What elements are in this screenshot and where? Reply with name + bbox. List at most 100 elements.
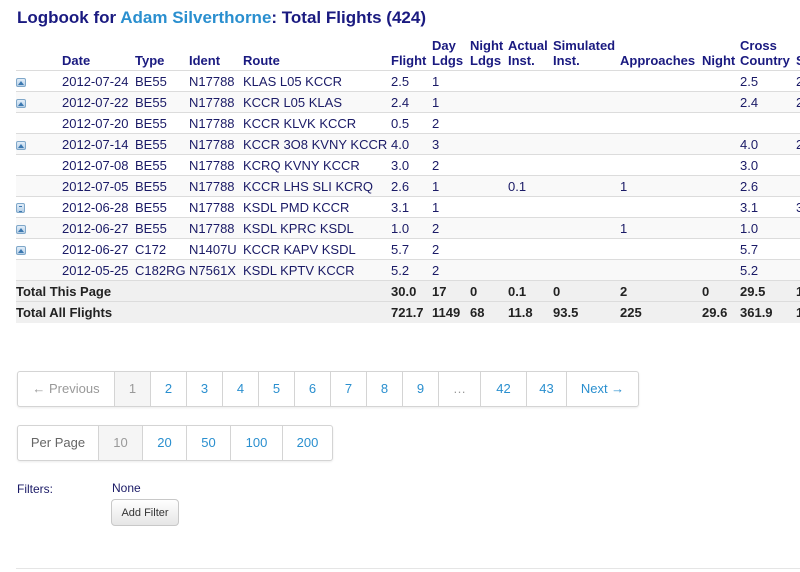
approaches-cell (620, 70, 702, 92)
total-this-page-row: Total This Page 30.0 17 0 0.1 0 2 0 29.5… (16, 280, 800, 302)
date-cell[interactable]: 2012-06-28 (62, 196, 135, 218)
header-cross-country[interactable]: Cross Country (740, 38, 790, 68)
page-link-3[interactable]: 3 (186, 372, 222, 406)
day-landings-cell: 2 (432, 154, 470, 176)
table-header-row: Date Type Ident Route Flight Day Ldgs Ni… (16, 38, 800, 71)
flight-cell: 3.1 (391, 196, 432, 218)
table-row: 2012-07-14 BE55 N17788 KCCR 3O8 KVNY KCCR 4.… (16, 133, 800, 155)
date-cell[interactable]: 2012-07-24 (62, 70, 135, 92)
photo-icon[interactable] (16, 224, 26, 234)
type-cell[interactable]: BE55 (135, 133, 189, 155)
page-link-42[interactable]: 42 (480, 372, 526, 406)
simulated-instrument-cell (553, 259, 620, 281)
document-icon[interactable] (16, 203, 25, 214)
ident-cell[interactable]: N17788 (189, 70, 243, 92)
header-approaches[interactable]: Approaches (620, 53, 696, 68)
header-flight[interactable]: Flight (391, 53, 427, 68)
flight-cell: 4.0 (391, 133, 432, 155)
night-cell (702, 133, 740, 155)
page-link-43[interactable]: 43 (526, 372, 566, 406)
header-actual-instrument[interactable]: Actual Inst. (508, 38, 548, 68)
ident-cell[interactable]: N17788 (189, 133, 243, 155)
header-night-landings[interactable]: Night Ldgs (470, 38, 504, 68)
type-cell[interactable]: BE55 (135, 196, 189, 218)
ident-cell[interactable]: N17788 (189, 112, 243, 134)
type-cell[interactable]: BE55 (135, 91, 189, 113)
actual-instrument-cell (508, 91, 553, 113)
logbook-table: Date Type Ident Route Flight Day Ldgs Ni… (16, 38, 800, 323)
simulated-instrument-cell (553, 175, 620, 197)
route-cell: KCCR LHS SLI KCRQ (243, 175, 391, 197)
header-date[interactable]: Date (62, 53, 91, 68)
type-cell[interactable]: BE55 (135, 112, 189, 134)
day-landings-cell: 2 (432, 112, 470, 134)
row-icon-cell (16, 259, 62, 281)
ident-cell[interactable]: N17788 (189, 196, 243, 218)
row-icon-cell (16, 196, 62, 218)
total-all-simulated-instrument: 93.5 (553, 301, 620, 323)
type-cell[interactable]: C182RG (135, 259, 189, 281)
header-night[interactable]: Night (702, 53, 736, 68)
night-cell (702, 259, 740, 281)
type-cell[interactable]: BE55 (135, 70, 189, 92)
date-cell[interactable]: 2012-06-27 (62, 217, 135, 239)
pagination-ellipsis: … (438, 372, 480, 406)
date-cell[interactable]: 2012-07-14 (62, 133, 135, 155)
per-page-option-200[interactable]: 200 (282, 426, 332, 460)
page-link-9[interactable]: 9 (402, 372, 438, 406)
ident-cell[interactable]: N17788 (189, 91, 243, 113)
flight-cell: 2.5 (391, 70, 432, 92)
flight-cell: 1.0 (391, 217, 432, 239)
per-page-option-100[interactable]: 100 (230, 426, 282, 460)
header-extra[interactable]: S (796, 38, 800, 71)
ident-cell[interactable]: N17788 (189, 217, 243, 239)
type-cell[interactable]: C172 (135, 238, 189, 260)
page-link-4[interactable]: 4 (222, 372, 258, 406)
flight-cell: 5.7 (391, 238, 432, 260)
page-link-2[interactable]: 2 (150, 372, 186, 406)
type-cell[interactable]: BE55 (135, 175, 189, 197)
pilot-name-link[interactable]: Adam Silverthorne (120, 8, 272, 27)
bottom-divider (16, 568, 800, 569)
page-link-7[interactable]: 7 (330, 372, 366, 406)
flight-cell: 2.4 (391, 91, 432, 113)
night-landings-cell (470, 175, 508, 197)
ident-cell[interactable]: N17788 (189, 154, 243, 176)
cross-country-cell: 5.7 (740, 238, 796, 260)
route-cell: KCCR 3O8 KVNY KCCR (243, 133, 391, 155)
ident-cell[interactable]: N7561X (189, 259, 243, 281)
type-cell[interactable]: BE55 (135, 154, 189, 176)
total-page-night: 0 (702, 280, 740, 302)
approaches-cell (620, 91, 702, 113)
ident-cell[interactable]: N17788 (189, 175, 243, 197)
date-cell[interactable]: 2012-06-27 (62, 238, 135, 260)
cross-country-cell: 4.0 (740, 133, 796, 155)
date-cell[interactable]: 2012-05-25 (62, 259, 135, 281)
total-page-simulated-instrument: 0 (553, 280, 620, 302)
photo-icon[interactable] (16, 140, 26, 150)
cross-country-cell: 3.0 (740, 154, 796, 176)
date-cell[interactable]: 2012-07-08 (62, 154, 135, 176)
per-page-option-20[interactable]: 20 (142, 426, 186, 460)
date-cell[interactable]: 2012-07-22 (62, 91, 135, 113)
header-route[interactable]: Route (243, 53, 280, 68)
header-day-landings[interactable]: Day Ldgs (432, 38, 464, 68)
photo-icon[interactable] (16, 77, 26, 87)
date-cell[interactable]: 2012-07-20 (62, 112, 135, 134)
date-cell[interactable]: 2012-07-05 (62, 175, 135, 197)
header-type[interactable]: Type (135, 53, 165, 68)
photo-icon[interactable] (16, 98, 26, 108)
photo-icon[interactable] (16, 245, 26, 255)
per-page-option-50[interactable]: 50 (186, 426, 230, 460)
header-simulated-instrument[interactable]: Simulated Inst. (553, 38, 616, 68)
cross-country-cell: 2.5 (740, 70, 796, 92)
ident-cell[interactable]: N1407U (189, 238, 243, 260)
type-cell[interactable]: BE55 (135, 217, 189, 239)
add-filter-button[interactable]: Add Filter (111, 499, 179, 526)
page-link-5[interactable]: 5 (258, 372, 294, 406)
next-page-button[interactable]: Next → (566, 372, 638, 406)
approaches-cell (620, 154, 702, 176)
page-link-6[interactable]: 6 (294, 372, 330, 406)
page-link-8[interactable]: 8 (366, 372, 402, 406)
header-ident[interactable]: Ident (189, 53, 221, 68)
